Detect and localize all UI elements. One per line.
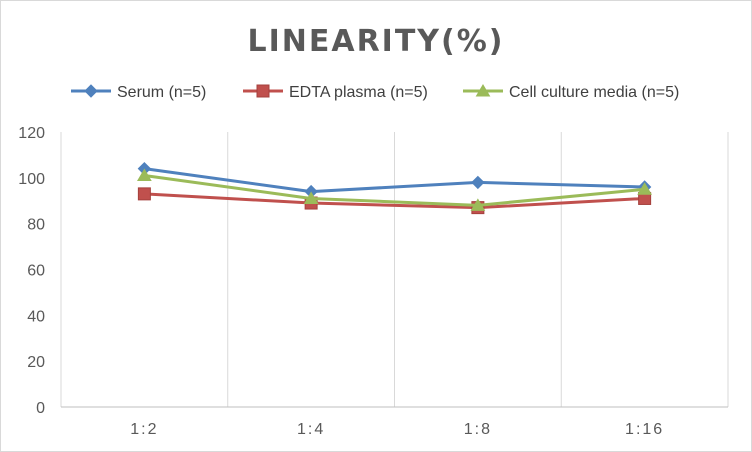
- data-point-marker: [303, 191, 319, 204]
- legend-label: Serum (n=5): [117, 84, 206, 101]
- axes: 0 20 40 60 80 100 120 1:2 1:4 1:8 1:16: [18, 125, 728, 438]
- data-point-marker: [136, 168, 152, 182]
- legend: Serum (n=5) EDTA plasma (n=5) Cell culture…: [71, 84, 679, 101]
- y-tick-label: 120: [18, 125, 45, 142]
- y-tick-label: 100: [18, 171, 45, 188]
- legend-swatch-marker: [84, 84, 98, 98]
- data-point-marker: [471, 175, 485, 190]
- legend-label: Cell culture media (n=5): [509, 84, 679, 101]
- legend-item: Serum (n=5): [71, 84, 206, 101]
- y-tick-label: 80: [27, 217, 45, 234]
- series-line: [142, 167, 647, 194]
- gridlines: [60, 132, 729, 407]
- chart-title: LINEARITY(%): [247, 24, 504, 59]
- series-line: [142, 174, 647, 207]
- series-1: [137, 161, 652, 199]
- y-tick-label: 0: [36, 400, 45, 417]
- legend-item: EDTA plasma (n=5): [243, 84, 428, 101]
- data-point-marker: [470, 198, 486, 211]
- series-line: [142, 192, 647, 210]
- x-tick-label: 1:4: [297, 421, 325, 438]
- x-tick-label: 1:2: [130, 421, 158, 438]
- y-tick-label: 20: [27, 354, 45, 371]
- y-tick-label: 40: [27, 308, 45, 325]
- legend-label: EDTA plasma (n=5): [289, 84, 428, 101]
- y-tick-label: 60: [27, 263, 45, 280]
- series-layer: [136, 161, 653, 215]
- legend-item: Cell culture media (n=5): [463, 84, 679, 101]
- data-point-marker: [637, 182, 653, 195]
- series-3: [136, 168, 653, 211]
- x-tick-label: 1:8: [464, 421, 492, 438]
- x-tick-label: 1:16: [625, 421, 664, 438]
- data-point-marker: [137, 187, 151, 201]
- legend-swatch-marker: [256, 84, 270, 98]
- legend-swatch-marker: [475, 84, 491, 97]
